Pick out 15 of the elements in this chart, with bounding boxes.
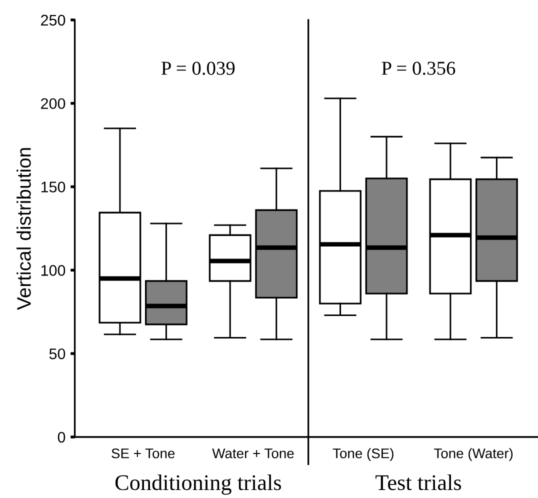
- y-tick-label: 150: [41, 182, 66, 192]
- annotation: P = 0.039: [161, 62, 235, 75]
- y-tick-label: 50: [49, 348, 66, 360]
- text: Conditioning trials: [115, 474, 281, 495]
- text: Test trials: [376, 474, 462, 490]
- x-tick-label: Tone (SE): [332, 448, 394, 462]
- y-tick-label: 0: [58, 432, 66, 443]
- x-tick-label: Water + Tone: [212, 448, 294, 458]
- y-tick-label: 100: [41, 265, 66, 276]
- annotation: P = 0.356: [382, 62, 456, 75]
- y-tick-label: 200: [41, 98, 66, 110]
- x-tick-label: Tone (Water): [434, 448, 513, 462]
- y-axis-title: Vertical distribution: [16, 148, 31, 310]
- x-tick-label: SE + Tone: [112, 448, 175, 458]
- y-tick-label: 250: [41, 14, 66, 26]
